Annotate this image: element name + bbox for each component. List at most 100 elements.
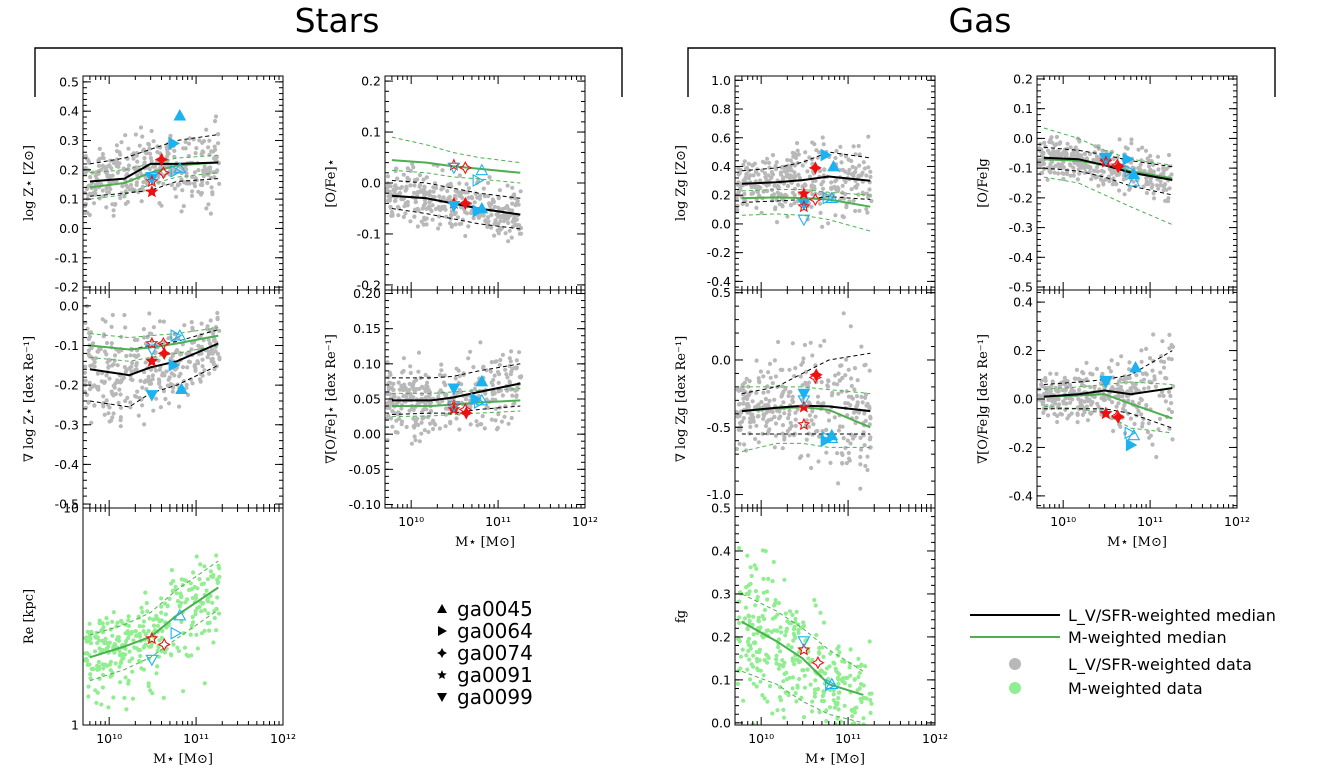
data-point xyxy=(101,639,106,644)
data-point xyxy=(843,373,848,378)
data-point xyxy=(146,628,151,634)
data-point xyxy=(83,370,88,375)
data-point xyxy=(806,649,811,654)
data-point xyxy=(160,628,165,634)
data-point xyxy=(858,435,863,440)
data-point xyxy=(792,151,797,157)
data-point xyxy=(500,393,505,398)
data-point xyxy=(821,179,826,184)
data-point xyxy=(438,388,443,393)
data-point xyxy=(184,351,189,356)
data-point xyxy=(1052,170,1057,175)
data-point xyxy=(499,214,504,219)
data-point xyxy=(1071,165,1076,170)
data-point xyxy=(111,644,116,649)
data-point xyxy=(746,176,751,181)
data-point xyxy=(1067,162,1073,167)
data-point xyxy=(796,172,801,177)
data-point xyxy=(1046,148,1051,153)
data-point xyxy=(754,205,759,210)
y-tick-label: -0.2 xyxy=(55,378,79,393)
data-point xyxy=(1049,383,1054,388)
data-point xyxy=(853,169,858,175)
data-point xyxy=(147,381,152,386)
data-point xyxy=(427,401,432,406)
data-point xyxy=(118,418,123,423)
data-point xyxy=(147,644,152,649)
data-point xyxy=(796,152,801,157)
data-point xyxy=(194,554,199,559)
marker-ga0099-filled xyxy=(797,388,811,401)
data-point xyxy=(834,148,839,154)
data-point xyxy=(119,618,124,624)
data-point xyxy=(740,647,745,652)
data-point xyxy=(813,603,818,608)
data-point xyxy=(749,412,754,417)
data-point xyxy=(147,167,152,172)
data-point xyxy=(404,186,409,192)
data-point xyxy=(1118,424,1123,429)
marker-ga0099-open xyxy=(447,162,461,175)
data-point xyxy=(418,189,423,194)
data-point xyxy=(143,642,148,647)
data-point xyxy=(861,722,866,725)
data-point xyxy=(188,581,193,586)
data-point xyxy=(164,144,169,150)
data-point xyxy=(491,199,496,205)
data-point xyxy=(436,394,441,399)
marker-ga0064-filled xyxy=(1125,438,1138,452)
data-point xyxy=(773,374,779,379)
data-point xyxy=(868,710,873,716)
data-point xyxy=(198,379,203,384)
data-point xyxy=(86,348,91,353)
data-point xyxy=(130,377,135,383)
data-point xyxy=(780,423,786,428)
data-point xyxy=(849,383,854,389)
data-point xyxy=(114,624,119,629)
data-point xyxy=(775,190,780,195)
data-point xyxy=(127,659,132,664)
data-point xyxy=(1077,379,1082,384)
data-point xyxy=(413,438,418,443)
data-point xyxy=(176,648,181,654)
data-point xyxy=(773,207,778,212)
data-point xyxy=(189,653,194,658)
data-point xyxy=(387,198,392,203)
marker-ga0064-open xyxy=(822,191,835,205)
marker-ga0099-filled xyxy=(145,390,159,402)
data-point xyxy=(507,356,512,361)
data-point xyxy=(808,188,814,193)
data-point xyxy=(854,415,859,420)
data-point xyxy=(765,660,770,665)
data-point xyxy=(849,708,855,713)
data-point xyxy=(422,215,427,220)
data-point xyxy=(833,373,838,378)
black-median-line xyxy=(89,161,219,183)
panel-frame xyxy=(82,289,284,509)
green-lower-percentile-line xyxy=(89,345,219,362)
data-point xyxy=(425,380,430,385)
data-point xyxy=(386,390,391,395)
data-point xyxy=(833,155,838,161)
galaxy-marker-ga0074 xyxy=(437,648,447,658)
data-point xyxy=(470,196,475,201)
data-point xyxy=(741,416,747,421)
data-point xyxy=(793,410,798,415)
data-point xyxy=(758,668,763,673)
data-point xyxy=(814,632,819,638)
data-point xyxy=(737,420,743,426)
panel-frame xyxy=(1036,75,1238,291)
data-point xyxy=(192,170,197,175)
y-tick-label: -0.3 xyxy=(1009,220,1033,235)
data-point xyxy=(778,414,783,419)
data-point xyxy=(93,356,98,361)
data-point xyxy=(506,421,511,426)
data-point xyxy=(1042,140,1047,145)
data-point xyxy=(810,699,815,704)
data-point xyxy=(104,186,109,191)
black-upper-percentile-line xyxy=(89,134,219,165)
data-point xyxy=(489,225,494,230)
data-point xyxy=(386,194,391,199)
data-point xyxy=(412,379,417,384)
data-point xyxy=(164,369,169,374)
